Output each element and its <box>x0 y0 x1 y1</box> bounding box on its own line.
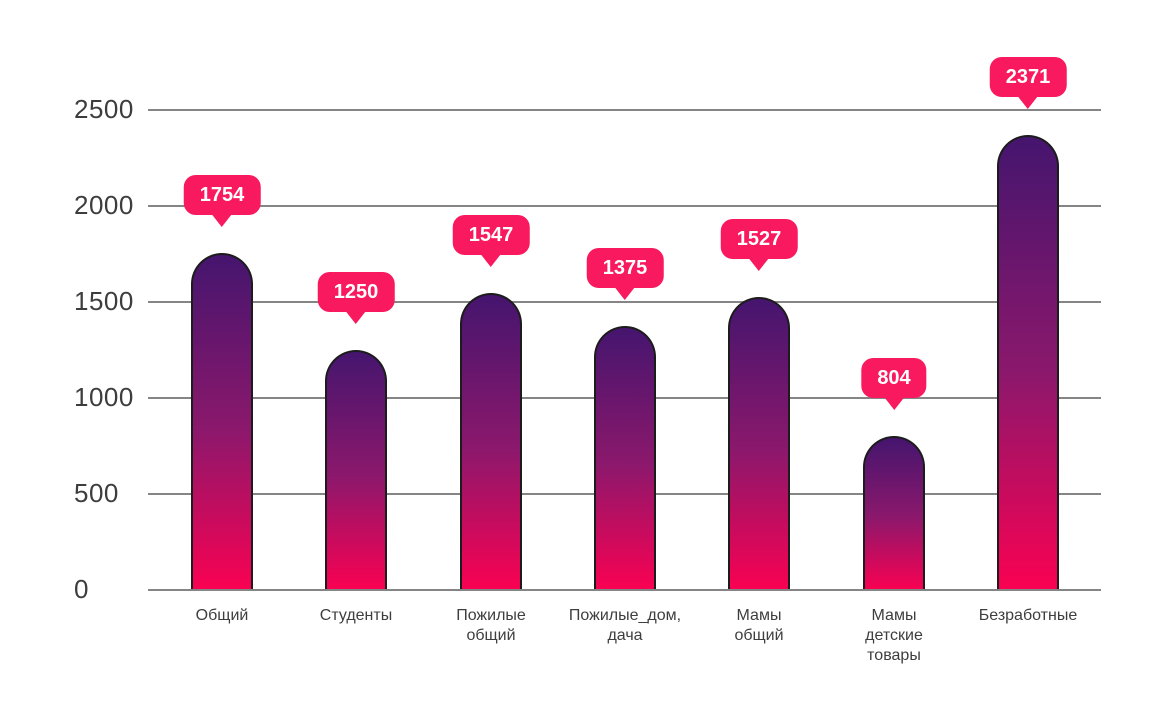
value-badge-text: 1754 <box>199 184 245 207</box>
category-label-line: детские <box>865 627 923 644</box>
value-badge-text: 1375 <box>602 257 648 279</box>
bar <box>460 292 522 590</box>
value-badge-text: 804 <box>877 366 911 389</box>
category-label: Пожилые_дом, дача <box>550 606 700 646</box>
value-badge: 1250 <box>317 272 395 324</box>
category-label: Безработные <box>953 606 1103 626</box>
y-axis-tick-label: 0 <box>74 573 89 604</box>
category-label-line: общий <box>466 627 516 644</box>
badge-pointer-icon <box>748 256 770 271</box>
y-axis-tick-label: 1000 <box>74 381 134 412</box>
value-badge: 1754 <box>183 175 261 228</box>
category-label-line: Безработные <box>978 607 1078 624</box>
category-label-line: товары <box>867 647 921 664</box>
badge-pointer-icon <box>883 395 905 410</box>
gridline <box>148 205 1101 207</box>
badge-pointer-icon <box>211 213 233 228</box>
category-label-line: Мамы <box>736 607 782 624</box>
badge-pointer-icon <box>345 310 367 324</box>
category-label-line: Пожилые_дом, <box>568 607 682 624</box>
y-axis-tick-label: 500 <box>74 477 119 508</box>
gridline <box>148 109 1101 111</box>
badge-pointer-icon <box>614 286 636 300</box>
y-axis-tick-label: 2500 <box>74 93 134 124</box>
gridline <box>148 301 1101 303</box>
bar <box>594 326 656 590</box>
bar <box>997 134 1059 590</box>
value-badge: 1375 <box>586 248 664 300</box>
category-label-line: Мамы <box>871 607 917 624</box>
value-badge: 2371 <box>989 56 1067 109</box>
gridline <box>148 589 1101 591</box>
category-label-line: Пожилые <box>456 607 526 624</box>
bar <box>863 435 925 590</box>
category-label: Общий <box>147 606 297 626</box>
bar <box>728 296 790 590</box>
category-label: Студенты <box>281 606 431 626</box>
category-label: Мамы детские товары <box>819 606 969 666</box>
category-label-line: Студенты <box>319 607 393 624</box>
category-label-line: дача <box>607 627 643 644</box>
badge-pointer-icon <box>1017 94 1039 109</box>
bar <box>325 350 387 590</box>
value-badge: 1547 <box>452 214 530 267</box>
badge-pointer-icon <box>480 252 502 267</box>
bar <box>191 253 253 590</box>
y-axis-tick-label: 1500 <box>74 285 134 316</box>
category-label: Мамы общий <box>684 606 834 646</box>
value-badge-text: 1527 <box>736 227 782 250</box>
category-label-line: общий <box>734 627 784 644</box>
category-label-line: Общий <box>195 607 249 624</box>
category-label: Пожилые общий <box>416 606 566 646</box>
value-badge: 1527 <box>720 218 798 271</box>
value-badge: 804 <box>861 357 927 410</box>
y-axis-tick-label: 2000 <box>74 189 134 220</box>
value-badge-text: 1250 <box>333 281 379 303</box>
value-badge-text: 2371 <box>1005 65 1051 88</box>
value-badge-text: 1547 <box>468 223 514 246</box>
